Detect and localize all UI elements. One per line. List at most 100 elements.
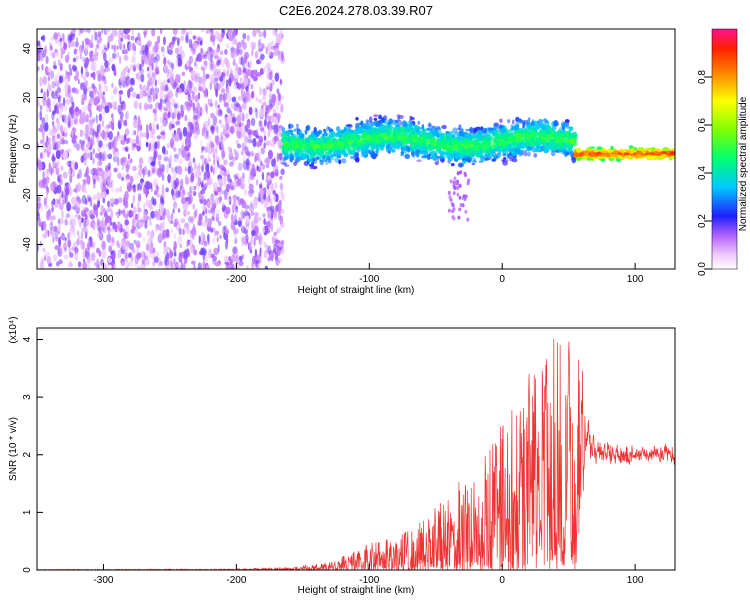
heatmap-cell [523, 151, 528, 157]
heatmap-cell [205, 163, 210, 173]
heatmap-cell [209, 82, 212, 91]
heatmap-cell [150, 241, 154, 251]
heatmap-cell [68, 64, 72, 70]
heatmap-cell [458, 131, 465, 137]
heatmap-cell [134, 172, 139, 180]
heatmap-cell [196, 182, 199, 188]
heatmap-cell [59, 193, 62, 202]
heatmap-cell [83, 188, 88, 194]
heatmap-cell [334, 157, 339, 163]
heatmap-cell [231, 116, 237, 122]
heatmap-cell [467, 178, 471, 183]
heatmap-cell [173, 221, 178, 228]
heatmap-cell [297, 138, 301, 145]
heatmap-cell [259, 188, 264, 197]
heatmap-cell [111, 29, 115, 37]
heatmap-cell [101, 29, 104, 34]
heatmap-cell [265, 62, 271, 70]
heatmap-cell [105, 129, 110, 136]
heatmap-cell [256, 72, 262, 77]
heatmap-cell [156, 192, 160, 198]
heatmap-cell [54, 236, 60, 242]
heatmap-cell [58, 251, 63, 256]
heatmap-cell [132, 219, 135, 229]
heatmap-cell [189, 239, 193, 247]
chart-title: C2E6.2024.278.03.39.R07 [279, 3, 433, 18]
heatmap-cell [275, 239, 280, 244]
heatmap-cell [69, 252, 74, 258]
heatmap-cell [80, 108, 84, 114]
heatmap-cell [214, 30, 220, 40]
heatmap-cell [246, 118, 251, 128]
heatmap-cell [104, 83, 107, 89]
heatmap-cell [211, 216, 215, 221]
heatmap-cell [197, 176, 202, 183]
heatmap-cell [455, 152, 461, 158]
heatmap-cell [473, 127, 478, 133]
heatmap-cell [92, 194, 98, 200]
heatmap-cell [43, 197, 47, 207]
heatmap-cell [204, 61, 208, 70]
heatmap-cell [201, 247, 206, 256]
heatmap-cell [217, 108, 223, 117]
heatmap-cell [207, 201, 211, 209]
heatmap-cell [239, 198, 245, 205]
heatmap-cell [90, 72, 96, 78]
heatmap-cell [89, 42, 94, 47]
heatmap-cell [111, 82, 114, 89]
heatmap-cell [205, 91, 208, 98]
heatmap-cell [397, 115, 404, 119]
heatmap-cell [69, 174, 73, 184]
heatmap-cell [508, 134, 515, 139]
heatmap-cell [269, 183, 275, 192]
heatmap-cell [140, 164, 143, 170]
heatmap-cell [203, 175, 206, 181]
heatmap-cell [125, 147, 129, 153]
heatmap-cell [96, 232, 102, 238]
heatmap-cell [178, 88, 183, 94]
heatmap-cell [149, 216, 152, 221]
heatmap-cell [431, 153, 436, 159]
heatmap-cell [154, 87, 160, 95]
heatmap-cell [190, 172, 195, 183]
heatmap-cell [166, 163, 169, 174]
heatmap-cell [137, 164, 143, 169]
heatmap-cell [269, 217, 273, 225]
heatmap-cell [138, 157, 144, 166]
heatmap-cell [416, 130, 422, 135]
heatmap-cell [200, 47, 203, 54]
heatmap-cell [259, 232, 262, 238]
heatmap-cell [210, 29, 214, 36]
heatmap-cell [200, 195, 205, 200]
heatmap-cell [265, 140, 271, 146]
heatmap-cell [162, 220, 165, 230]
heatmap-cell [151, 62, 154, 71]
heatmap-cell [234, 151, 239, 161]
heatmap-cell [87, 197, 91, 202]
heatmap-cell [116, 240, 119, 247]
heatmap-cell [167, 215, 172, 223]
heatmap-cell [156, 224, 161, 231]
heatmap-cell [245, 68, 250, 76]
heatmap-cell [197, 36, 200, 41]
heatmap-cell [143, 165, 148, 176]
heatmap-cell [165, 187, 169, 193]
heatmap-cell [218, 119, 222, 124]
heatmap-cell [262, 44, 266, 49]
heatmap-cell [173, 262, 176, 269]
heatmap-cell [263, 250, 268, 259]
heatmap-cell [88, 39, 93, 48]
heatmap-cell [268, 46, 271, 57]
heatmap-cell [37, 141, 40, 150]
heatmap-cell [447, 208, 451, 213]
heatmap-cell [156, 135, 162, 140]
heatmap-cell [340, 130, 345, 134]
heatmap-cell [239, 77, 243, 83]
heatmap-cell [214, 55, 219, 60]
heatmap-cell [459, 170, 463, 175]
heatmap-cell [154, 45, 158, 52]
heatmap-cell [200, 189, 206, 195]
heatmap-cell [272, 194, 276, 202]
heatmap-cell [152, 96, 155, 102]
heatmap-cell [62, 104, 68, 111]
